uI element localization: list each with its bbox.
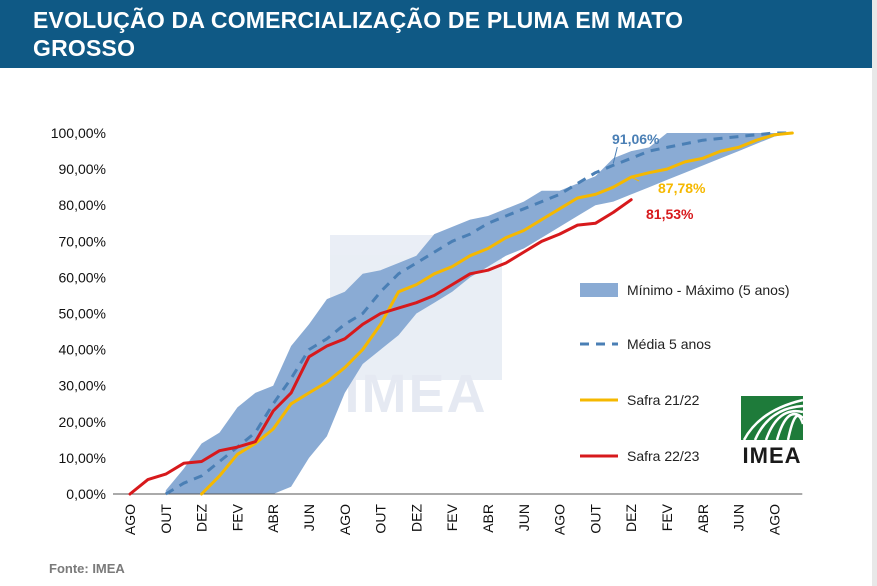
y-tick-label: 40,00% [59,342,106,358]
x-tick-label: JUN [301,504,317,531]
x-tick-label: JUN [516,504,532,531]
x-tick-label: ABR [695,504,711,533]
source-note: Fonte: IMEA [49,561,125,576]
imea-logo: IMEA [741,396,805,468]
legend-label: Mínimo - Máximo (5 anos) [627,282,790,298]
series-safra-22-23 [128,198,633,496]
legend-label: Média 5 anos [627,336,711,352]
logo-stripe [786,414,805,441]
watermark-text: IMEA [345,364,488,424]
logo-text: IMEA [743,443,802,468]
y-tick-label: 80,00% [59,197,106,213]
y-tick-label: 20,00% [59,414,106,430]
y-tick-label: 0,00% [66,486,106,502]
annotation-label: 81,53% [646,206,694,222]
x-tick-label: AGO [552,504,568,535]
x-tick-label: JUN [731,504,747,531]
y-tick-label: 90,00% [59,161,106,177]
logo-stripe [742,398,804,441]
x-tick-label: DEZ [408,504,424,532]
annotation-leader [612,146,618,164]
x-tick-label: AGO [766,504,782,535]
legend-swatch-band [580,283,618,297]
y-tick-label: 10,00% [59,450,106,466]
page-title: EVOLUÇÃO DA COMERCIALIZAÇÃO DE PLUMA EM … [33,7,684,61]
x-tick-label: FEV [659,503,675,531]
series-safra-21-22 [200,131,794,496]
y-tick-label: 60,00% [59,269,106,285]
annotation-label: 91,06% [612,131,660,147]
logo-stripe [764,409,804,441]
x-tick-label: OUT [587,504,603,534]
page-edge [872,0,877,586]
x-tick-label: ABR [480,504,496,533]
legend-label: Safra 22/23 [627,448,700,464]
x-tick-label: AGO [337,504,353,535]
x-tick-label: OUT [373,504,389,534]
logo-stripe [753,404,804,441]
y-tick-label: 70,00% [59,233,106,249]
min-max-band [165,133,793,494]
series-media-5-anos [165,131,793,496]
x-tick-label: OUT [158,504,174,534]
x-tick-label: ABR [265,504,281,533]
y-tick-label: 50,00% [59,306,106,322]
y-tick-label: 100,00% [51,125,106,141]
x-tick-label: DEZ [194,504,210,532]
annotation-label: 87,78% [658,180,706,196]
x-tick-label: FEV [444,503,460,531]
title-banner: EVOLUÇÃO DA COMERCIALIZAÇÃO DE PLUMA EM … [0,0,872,68]
y-tick-label: 30,00% [59,378,106,394]
annotation-leader [630,176,640,182]
legend-label: Safra 21/22 [627,392,700,408]
x-tick-label: FEV [229,503,245,531]
x-tick-label: DEZ [623,504,639,532]
x-tick-label: AGO [122,504,138,535]
